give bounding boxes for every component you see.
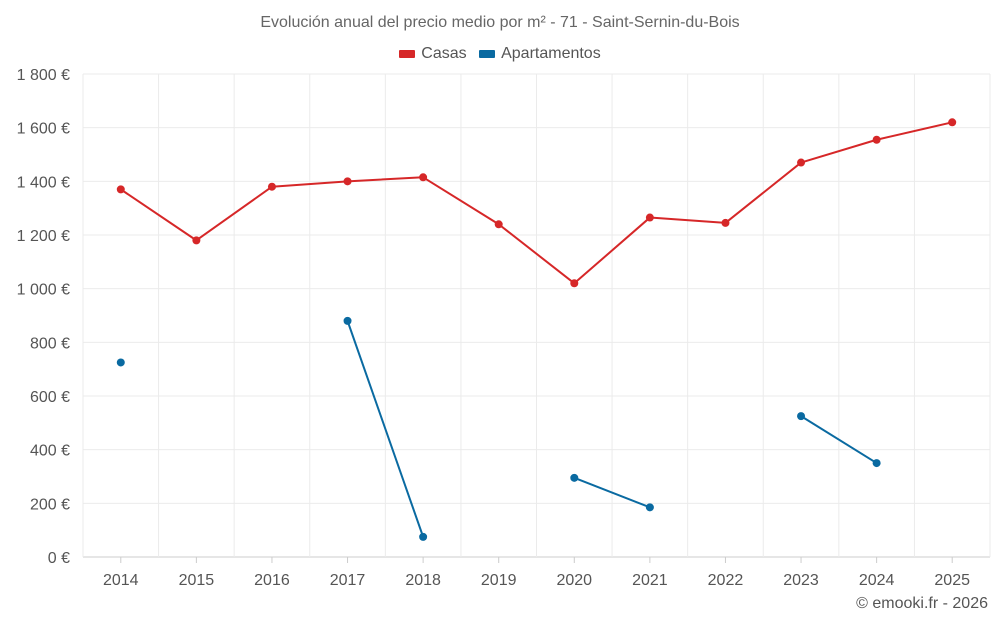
- y-tick-label: 1 200 €: [17, 228, 70, 245]
- legend: Casas Apartamentos: [0, 45, 1000, 63]
- y-tick-label: 1 000 €: [17, 282, 70, 299]
- data-point-casas: [948, 118, 957, 127]
- series-line-apartamentos: [573, 476, 651, 509]
- x-tick-label: 2019: [481, 572, 517, 589]
- x-tick-label: 2020: [556, 572, 592, 589]
- legend-label-apartamentos: Apartamentos: [501, 45, 601, 62]
- data-point-casas: [267, 182, 276, 191]
- data-point-apartamentos: [645, 503, 654, 512]
- x-tick-label: 2021: [632, 572, 668, 589]
- data-point-casas: [721, 218, 730, 227]
- data-point-casas: [494, 220, 503, 229]
- x-tick-label: 2018: [405, 572, 441, 589]
- data-point-casas: [797, 158, 806, 167]
- y-tick-label: 1 400 €: [17, 174, 70, 191]
- credit-text: © emooki.fr - 2026: [856, 595, 988, 612]
- y-tick-label: 800 €: [30, 335, 70, 352]
- y-tick-label: 1 600 €: [17, 121, 70, 138]
- y-tick-label: 1 800 €: [17, 67, 70, 84]
- x-tick-label: 2017: [330, 572, 366, 589]
- data-point-casas: [570, 279, 579, 288]
- legend-label-casas: Casas: [421, 45, 467, 62]
- x-tick-label: 2015: [179, 572, 215, 589]
- data-point-casas: [419, 173, 428, 182]
- x-tick-label: 2016: [254, 572, 290, 589]
- data-point-apartamentos: [116, 358, 125, 367]
- data-point-casas: [116, 185, 125, 194]
- data-point-casas: [192, 236, 201, 245]
- data-point-apartamentos: [419, 532, 428, 541]
- chart-title: Evolución anual del precio medio por m² …: [260, 14, 740, 31]
- y-tick-label: 600 €: [30, 389, 70, 406]
- legend-item-casas[interactable]: Casas: [399, 45, 467, 63]
- series-line-apartamentos: [800, 415, 878, 464]
- data-point-apartamentos: [570, 473, 579, 482]
- x-tick-label: 2025: [934, 572, 970, 589]
- data-point-apartamentos: [797, 412, 806, 421]
- legend-item-apartamentos[interactable]: Apartamentos: [479, 45, 601, 63]
- y-tick-label: 200 €: [30, 496, 70, 513]
- data-point-apartamentos: [872, 459, 881, 468]
- y-tick-label: 400 €: [30, 443, 70, 460]
- x-tick-label: 2024: [859, 572, 895, 589]
- x-tick-label: 2023: [783, 572, 819, 589]
- data-point-casas: [872, 135, 881, 144]
- series-line-apartamentos: [346, 320, 425, 538]
- data-point-casas: [645, 213, 654, 222]
- legend-swatch-casas: [399, 50, 416, 58]
- legend-swatch-apartamentos: [479, 50, 496, 58]
- x-tick-label: 2014: [103, 572, 139, 589]
- series-line-casas: [120, 121, 953, 285]
- data-point-apartamentos: [343, 316, 352, 325]
- x-tick-label: 2022: [708, 572, 744, 589]
- y-tick-label: 0 €: [48, 550, 70, 567]
- data-point-casas: [343, 177, 352, 186]
